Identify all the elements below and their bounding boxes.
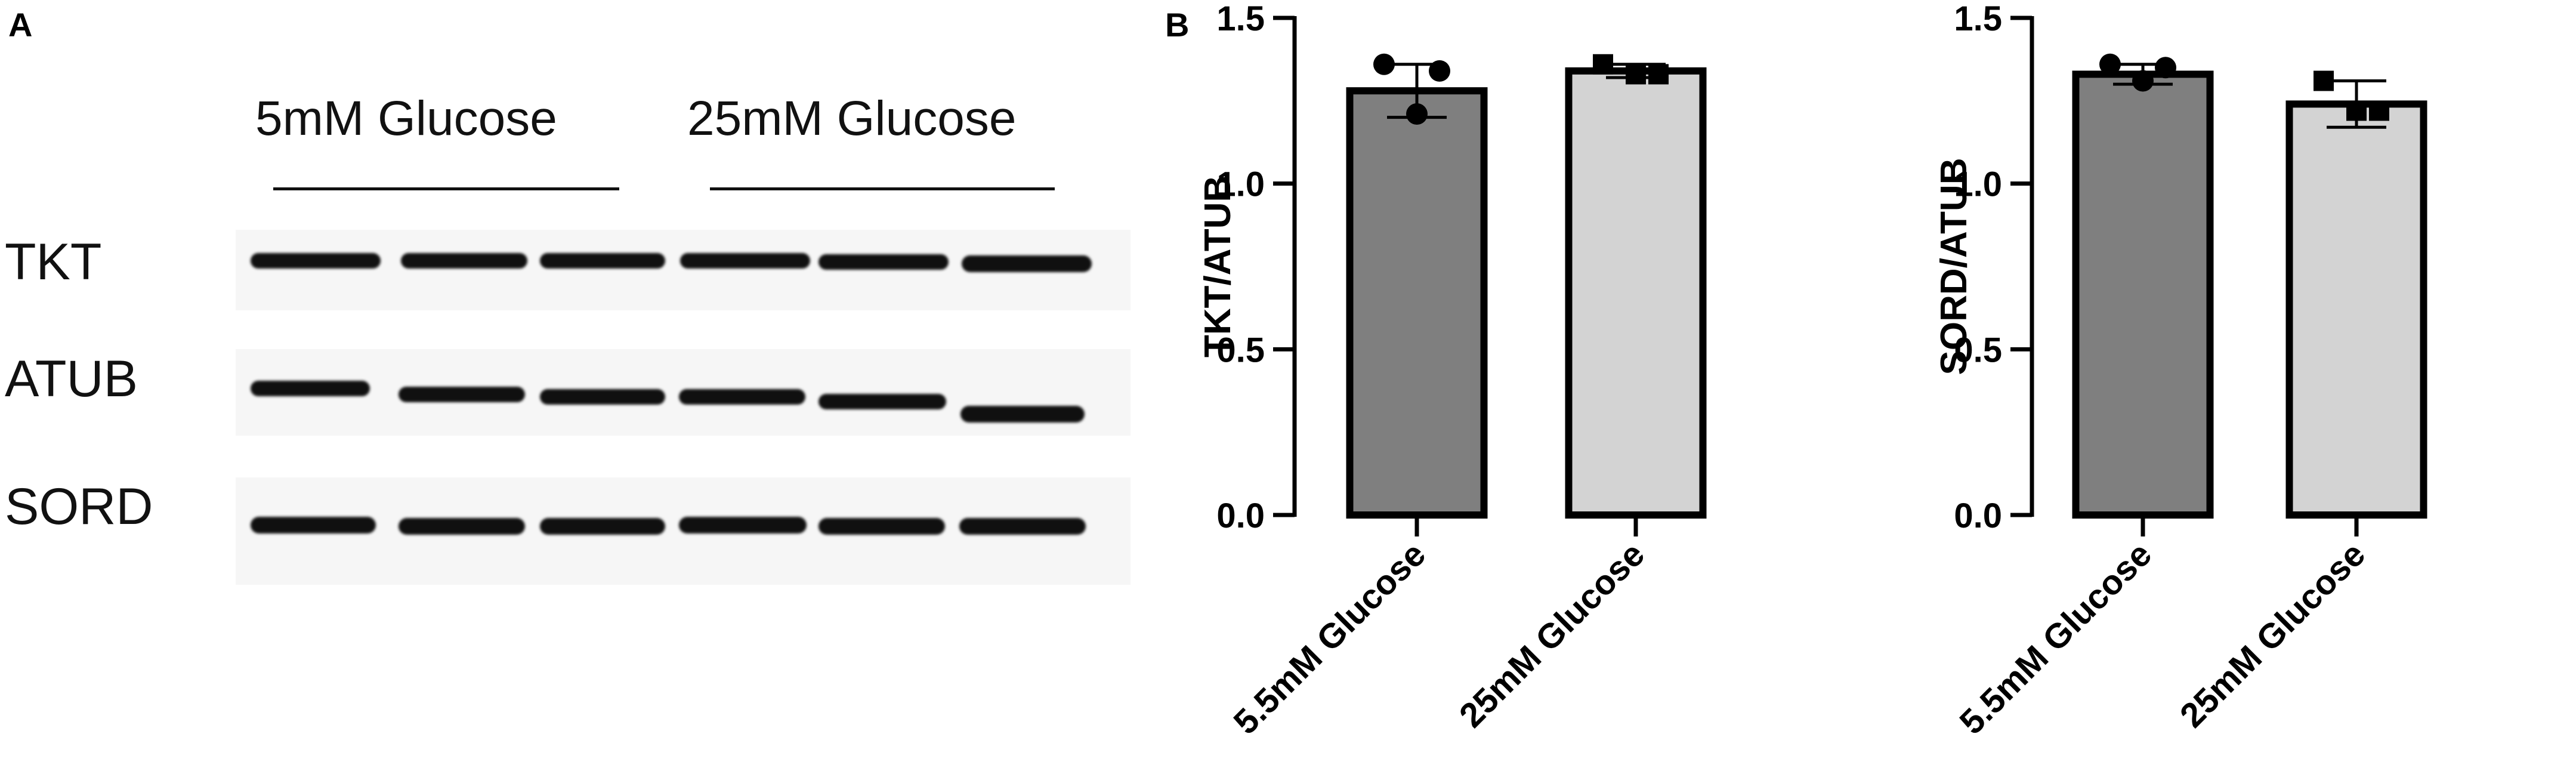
data-point-tkt-1-0 — [1593, 54, 1613, 75]
blot-row-label-atub: ATUB — [5, 350, 138, 408]
blot-row-label-tkt: TKT — [5, 233, 102, 291]
data-point-sord-0-0 — [2099, 53, 2121, 75]
bar-sord-1 — [2285, 100, 2427, 519]
blot-band-tkt-5 — [818, 254, 949, 270]
x-category-label-sord-0: 5.5mM Glucose — [1952, 535, 2159, 742]
y-tick-label-tkt-2: 1.0 — [1216, 165, 1265, 204]
panel-a-letter: A — [8, 6, 33, 44]
blot-band-sord-4 — [679, 517, 807, 533]
blot-band-atub-2 — [399, 387, 525, 402]
data-point-sord-1-2 — [2346, 100, 2367, 121]
x-category-label-sord-1: 25mM Glucose — [2173, 535, 2373, 735]
data-point-tkt-0-2 — [1406, 103, 1428, 125]
blot-band-sord-6 — [959, 518, 1086, 535]
y-tick-label-sord-0: 0.0 — [1954, 496, 2002, 535]
data-point-sord-1-1 — [2369, 100, 2389, 121]
blot-band-tkt-6 — [962, 255, 1092, 272]
data-point-tkt-1-1 — [1648, 64, 1669, 85]
blot-band-sord-3 — [540, 518, 665, 535]
blot-band-tkt-4 — [680, 253, 810, 269]
blot-group-bracket-25mm — [710, 187, 1055, 190]
y-axis-title-tkt: TKT/ATUB — [1197, 175, 1238, 357]
x-category-label-tkt-1: 25mM Glucose — [1452, 535, 1652, 735]
blot-band-atub-1 — [251, 381, 370, 396]
blot-band-sord-1 — [251, 517, 376, 533]
y-tick-label-sord-1: 0.5 — [1954, 331, 2002, 369]
y-tick-label-tkt-0: 0.0 — [1216, 496, 1265, 535]
data-point-tkt-0-0 — [1373, 53, 1395, 75]
data-point-sord-0-1 — [2155, 57, 2176, 79]
blot-band-atub-6 — [960, 406, 1085, 422]
y-axis-title-sord: SORD/ATUB — [1933, 158, 1975, 375]
bar-tkt-1 — [1565, 67, 1707, 519]
panel-b-letter: B — [1165, 6, 1190, 44]
blot-group-label-5mm: 5mM Glucose — [255, 91, 557, 146]
blot-band-atub-3 — [540, 389, 665, 405]
data-point-tkt-0-1 — [1429, 60, 1450, 82]
western-blot-panel: 5mM Glucose 25mM Glucose TKT ATUB SORD — [0, 0, 1133, 771]
bar-sord-0 — [2072, 70, 2214, 519]
blot-group-label-25mm: 25mM Glucose — [687, 91, 1017, 146]
y-tick-label-sord-3: 1.5 — [1954, 0, 2002, 38]
bar-tkt-0 — [1346, 87, 1488, 519]
data-point-sord-1-0 — [2314, 70, 2334, 91]
blot-band-atub-4 — [679, 389, 805, 405]
data-point-sord-0-2 — [2132, 70, 2154, 92]
blot-band-atub-5 — [818, 394, 946, 409]
data-point-tkt-1-2 — [1626, 64, 1646, 85]
y-tick-label-tkt-1: 0.5 — [1216, 331, 1265, 369]
blot-band-sord-5 — [818, 518, 945, 535]
blot-group-bracket-5mm — [273, 187, 619, 190]
blot-band-tkt-3 — [540, 253, 665, 269]
y-tick-label-tkt-3: 1.5 — [1216, 0, 1265, 38]
x-category-label-tkt-0: 5.5mM Glucose — [1226, 535, 1433, 742]
blot-band-sord-2 — [399, 518, 525, 535]
blot-band-tkt-1 — [251, 253, 381, 269]
blot-band-tkt-2 — [401, 253, 527, 269]
y-tick-label-sord-2: 1.0 — [1954, 165, 2002, 204]
blot-row-label-sord: SORD — [5, 478, 153, 535]
